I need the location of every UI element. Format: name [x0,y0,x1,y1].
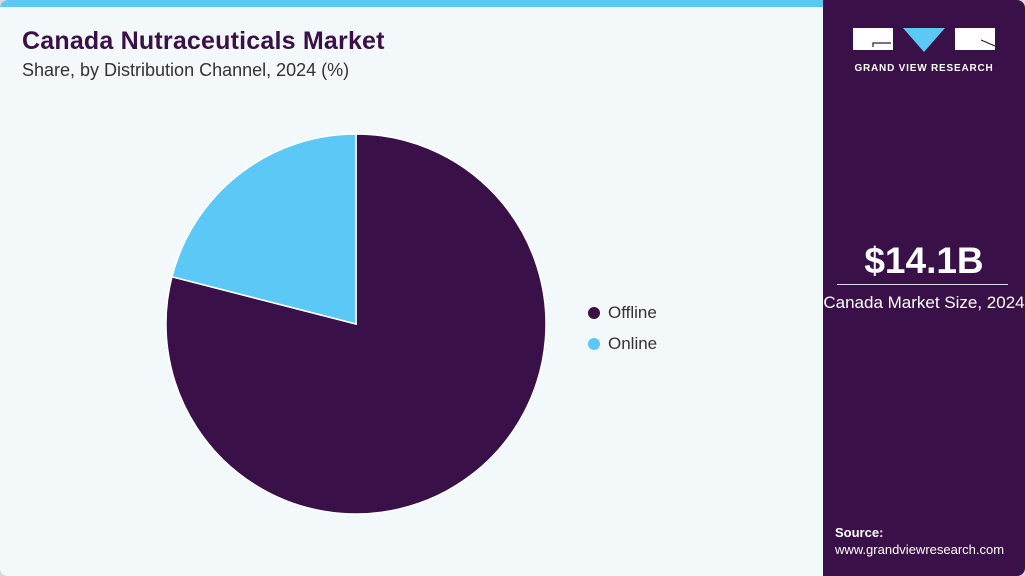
chart-title: Canada Nutraceuticals Market [22,27,385,55]
legend-label: Offline [608,302,657,322]
chart-subtitle: Share, by Distribution Channel, 2024 (%) [22,60,350,80]
pie-chart [165,133,547,515]
legend-item-online: Online [588,328,657,359]
accent-bar [0,0,823,7]
pie-slice-online [171,133,357,325]
legend-label: Online [608,333,658,353]
gvr-logo-icon [853,28,995,52]
chart-panel: Canada Nutraceuticals Market Share, by D… [0,0,823,515]
info-sidebar: GRAND VIEW RESEARCH $14.1B Canada Market… [823,0,1025,576]
offline-swatch-icon [588,306,600,319]
pie-slice-offline [165,133,547,515]
divider [837,284,1008,285]
source-label: Source: [835,525,884,540]
online-swatch-icon [588,337,600,350]
legend: Offline Online [588,297,657,359]
legend-item-offline: Offline [588,297,657,328]
logo-text: GRAND VIEW RESEARCH [854,63,994,74]
source-link[interactable]: www.grandviewresearch.com [835,542,1005,557]
market-size-label: Canada Market Size, 2024 [823,293,1025,312]
market-size-value: $14.1B [864,240,984,281]
